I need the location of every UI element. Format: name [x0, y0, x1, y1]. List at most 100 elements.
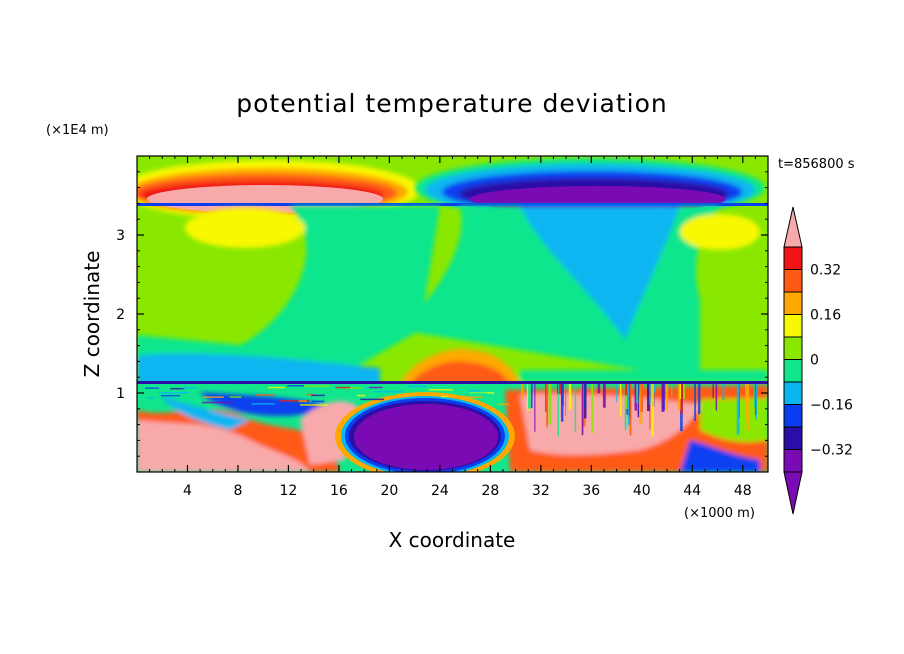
- streak: [591, 384, 594, 433]
- x-axis-ticks: 4 8 12 16 20 24 28 32 36 40 44 48: [149, 156, 756, 499]
- streak: [445, 395, 465, 398]
- streak: [147, 397, 155, 399]
- streak: [460, 392, 487, 395]
- x-tick-label: 48: [734, 483, 752, 499]
- streak: [565, 384, 567, 416]
- x-tick-label: 8: [233, 483, 242, 499]
- colorbar-swatch: [783, 336, 803, 360]
- streak: [531, 384, 533, 409]
- streak: [680, 384, 683, 415]
- turbulent-streaks: [140, 384, 758, 437]
- x-axis-label: X coordinate: [389, 528, 516, 552]
- colorbar-label: −0.16: [810, 398, 853, 414]
- streak: [298, 400, 307, 402]
- mid-cyan-plume: [520, 206, 680, 340]
- streak: [408, 385, 427, 388]
- colorbar-label: 0: [810, 353, 819, 369]
- streak: [497, 403, 510, 406]
- streak: [602, 384, 606, 408]
- streak: [653, 384, 656, 394]
- streak: [745, 384, 748, 420]
- y-tick-label: 1: [116, 386, 125, 402]
- streak: [267, 386, 285, 389]
- streak: [651, 384, 654, 437]
- colorbar-label: −0.32: [810, 443, 853, 459]
- x-tick-label: 4: [183, 483, 192, 499]
- colorbar-over-triangle: [783, 206, 803, 248]
- chart-title: potential temperature deviation: [236, 89, 667, 118]
- y-units-label: (×1E4 m): [46, 123, 109, 138]
- mid-cool-plume: [137, 206, 440, 382]
- streak: [335, 386, 351, 389]
- streak: [678, 384, 681, 410]
- streak: [629, 384, 631, 417]
- colorbar-under-triangle: [783, 471, 803, 515]
- streak: [345, 387, 362, 389]
- streak: [698, 384, 701, 415]
- streak: [453, 396, 483, 398]
- streak: [428, 389, 453, 391]
- colorbar-swatch: [783, 449, 803, 473]
- colorbar-label: 0.16: [810, 308, 841, 324]
- y-axis-ticks: 1 2 3: [116, 171, 768, 457]
- streak: [441, 395, 449, 398]
- heatmap-field: [137, 156, 768, 472]
- streak: [527, 384, 531, 409]
- streak: [557, 384, 559, 394]
- streak: [144, 387, 160, 389]
- streak: [140, 394, 147, 396]
- streak: [202, 396, 224, 398]
- streak: [649, 384, 651, 405]
- right-blue-streaks: [680, 440, 760, 472]
- colorbar-swatch: [783, 426, 803, 450]
- low-warm-dome-core: [410, 361, 510, 385]
- streak: [181, 387, 199, 389]
- streak: [753, 384, 756, 407]
- streak: [624, 384, 628, 409]
- streak: [300, 404, 328, 406]
- streak: [251, 403, 275, 405]
- streak: [255, 394, 275, 396]
- streak: [746, 384, 749, 431]
- streak: [671, 384, 673, 396]
- x-tick-label: 16: [330, 483, 348, 499]
- colorbar-swatch: [783, 246, 803, 270]
- streak: [373, 390, 404, 393]
- streak: [303, 385, 330, 387]
- streak: [722, 384, 725, 401]
- y-axis-label: Z coordinate: [80, 251, 104, 378]
- colorbar-swatch: [783, 269, 803, 293]
- streak: [647, 384, 650, 411]
- cold-pool: [335, 392, 515, 472]
- streak: [661, 384, 665, 412]
- mid-warm-patch: [185, 208, 305, 248]
- streak: [311, 394, 325, 397]
- streak: [178, 400, 186, 402]
- colorbar-swatch: [783, 381, 803, 405]
- streak: [360, 398, 385, 401]
- streak: [287, 385, 305, 387]
- low-cyan-right: [520, 370, 768, 382]
- streak: [649, 384, 651, 430]
- upper-band-edge: [137, 203, 768, 206]
- streak: [229, 396, 242, 398]
- x-tick-label: 24: [431, 483, 449, 499]
- x-tick-label: 44: [683, 483, 701, 499]
- right-pink-region: [520, 393, 700, 455]
- y-tick-label: 2: [116, 307, 125, 323]
- x-tick-label: 20: [380, 483, 398, 499]
- mid-warm-patch-right: [680, 214, 760, 250]
- streak: [545, 384, 547, 412]
- colorbar-swatch: [783, 314, 803, 338]
- streak: [679, 384, 682, 399]
- streak: [736, 384, 740, 435]
- x-tick-label: 32: [532, 483, 550, 499]
- x-tick-label: 12: [280, 483, 298, 499]
- streak: [712, 384, 714, 399]
- streak: [584, 384, 587, 419]
- x-tick-label: 28: [481, 483, 499, 499]
- streak: [682, 384, 685, 400]
- streak: [634, 384, 638, 411]
- left-cyan-swirl: [160, 395, 250, 430]
